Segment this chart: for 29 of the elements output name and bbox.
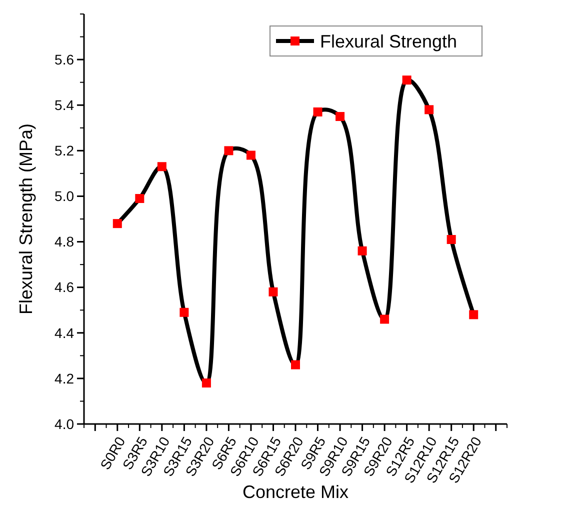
point (268, 287, 278, 296)
point (135, 194, 144, 203)
point (180, 308, 189, 317)
point (380, 314, 390, 324)
y-axis-title: Flexural Strength (MPa) (16, 123, 36, 315)
point (424, 105, 434, 114)
point (157, 162, 166, 172)
point (202, 378, 211, 388)
y-tick-label: 4.0 (54, 416, 74, 432)
point (291, 360, 300, 370)
point (313, 107, 322, 116)
legend-label: Flexural Strength (320, 31, 458, 52)
point (402, 76, 412, 85)
x-axis-title: Concrete Mix (242, 482, 349, 502)
y-tick-label: 5.6 (54, 51, 74, 68)
point (246, 150, 256, 160)
point (469, 310, 478, 320)
point (358, 246, 367, 256)
y-tick-label: 5.0 (54, 188, 74, 204)
point (336, 112, 345, 121)
point (224, 146, 234, 156)
y-tick-label: 4.2 (54, 370, 74, 386)
y-tick-label: 5.2 (54, 142, 74, 159)
point (112, 219, 122, 228)
y-tick-label: 4.6 (54, 279, 74, 296)
point (446, 235, 456, 244)
y-tick-label: 5.4 (54, 97, 74, 114)
y-tick-label: 4.4 (54, 324, 74, 341)
y-tick-label: 4.8 (54, 234, 74, 250)
